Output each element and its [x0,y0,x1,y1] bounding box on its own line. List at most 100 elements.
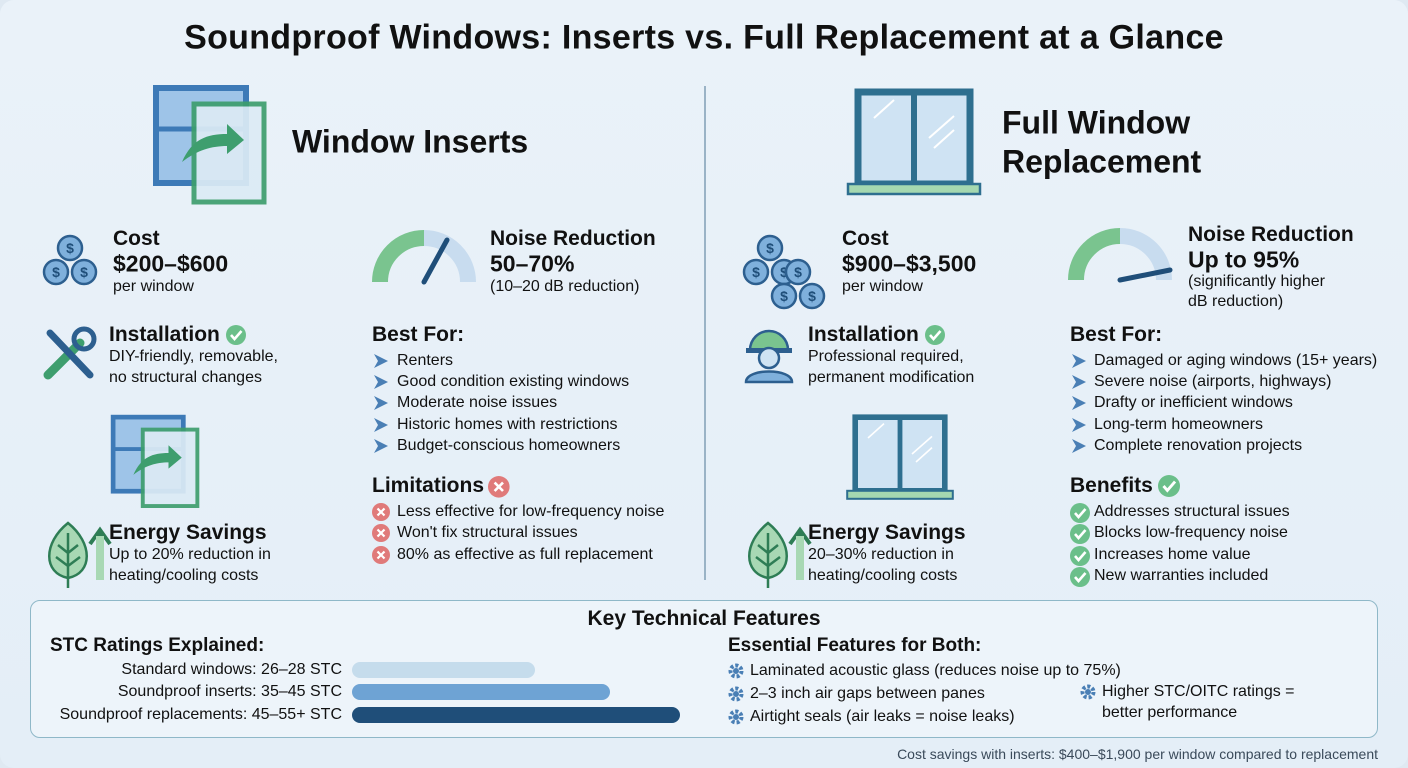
cost-value: $200–$600 [113,250,229,277]
check-icon [1156,473,1182,499]
noise-note: (significantly higher [1188,273,1325,290]
feature-item: better performance [1102,704,1238,721]
arrow-icon [1072,375,1086,389]
energy-text: Up to 20% reduction in [109,546,271,563]
x-icon [370,501,392,523]
features-title: Key Technical Features [587,607,821,630]
essential-label: Essential Features for Both: [728,635,982,656]
list-item: Damaged or aging windows (15+ years) [1094,352,1378,369]
arrow-icon [1072,396,1086,410]
noise-value: Up to 95% [1188,246,1300,273]
check-icon [1068,544,1092,568]
benefits-label: Benefits [1070,474,1153,497]
feature-item: Airtight seals (air leaks = noise leaks) [750,708,1015,725]
leaf-icon [747,521,812,590]
list-item: Increases home value [1094,546,1251,563]
arrow-icon [374,439,388,453]
noise-label: Noise Reduction [1188,223,1354,246]
check-icon [923,323,947,347]
stc-bar [352,684,610,700]
footnote: Cost savings with inserts: $400–$1,900 p… [897,746,1378,762]
list-item: Budget-conscious homeowners [397,437,621,454]
installation-label: Installation [109,323,220,346]
list-item: Historic homes with restrictions [397,416,618,433]
arrow-icon [1072,439,1086,453]
coins-icon [42,234,98,286]
cost-value: $900–$3,500 [842,250,977,277]
noise-note: (10–20 dB reduction) [490,278,640,295]
list-item: Blocks low-frequency noise [1094,524,1288,541]
check-icon [224,323,248,347]
noise-value: 50–70% [490,250,575,277]
installation-text: no structural changes [109,369,262,386]
leaf-icon [47,521,112,590]
list-item: Won't fix structural issues [397,524,578,541]
arrow-icon [1072,418,1086,432]
stc-item: Soundproof inserts: 35–45 STC [117,683,342,700]
list-item: Severe noise (airports, highways) [1094,373,1332,390]
gear-icon [728,709,744,725]
list-item: Moderate noise issues [397,394,558,411]
list-item: 80% as effective as full replacement [397,546,653,563]
stc-item: Soundproof replacements: 45–55+ STC [59,706,342,723]
gear-icon [728,686,744,702]
x-icon [370,522,392,544]
worker-icon [744,329,794,384]
divider [704,86,706,580]
heading: Full Window [1002,104,1191,141]
cost-label: Cost [842,227,889,250]
energy-text: heating/cooling costs [109,567,259,584]
installation-text: Professional required, [808,348,964,365]
arrow-icon [1072,354,1086,368]
gear-icon [1080,684,1096,700]
feature-item: Laminated acoustic glass (reduces noise … [750,662,1121,679]
gauge-icon [1068,228,1173,283]
insert-icon [110,414,202,506]
stc-bar [352,662,535,678]
energy-label: Energy Savings [808,521,966,544]
check-icon [1068,522,1092,546]
arrow-icon [374,354,388,368]
insert-icon [152,84,272,204]
gauge-icon [372,230,476,285]
x-icon [370,544,392,566]
arrow-icon [374,375,388,389]
heading: Window Inserts [292,123,529,160]
heading: Replacement [1002,143,1202,180]
energy-label: Energy Savings [109,521,267,544]
arrow-icon [374,418,388,432]
feature-item: Higher STC/OITC ratings = [1102,683,1295,700]
list-item: Addresses structural issues [1094,503,1290,520]
list-item: Less effective for low-frequency noise [397,503,665,520]
energy-text: 20–30% reduction in [808,546,954,563]
list-item: Drafty or inefficient windows [1094,394,1293,411]
stc-item: Standard windows: 26–28 STC [121,661,342,678]
installation-label: Installation [808,323,919,346]
cost-unit: per window [842,278,923,295]
installation-text: DIY-friendly, removable, [109,348,278,365]
x-icon [486,474,511,499]
title: Soundproof Windows: Inserts vs. Full Rep… [184,18,1224,57]
cost-label: Cost [113,227,160,250]
feature-item: 2–3 inch air gaps between panes [750,685,985,702]
noise-note: dB reduction) [1188,293,1284,310]
stc-label: STC Ratings Explained: [50,635,265,656]
energy-text: heating/cooling costs [808,567,958,584]
window-icon [852,414,948,504]
tools-icon [43,326,97,380]
noise-label: Noise Reduction [490,227,656,250]
stc-bar [352,707,680,723]
installation-text: permanent modification [808,369,975,386]
best-for-label: Best For: [372,323,465,346]
list-item: New warranties included [1094,567,1269,584]
coins-icon [742,234,826,310]
limitations-label: Limitations [372,474,485,497]
list-item: Long-term homeowners [1094,416,1263,433]
window-icon [854,88,978,198]
check-icon [1068,501,1092,525]
list-item: Complete renovation projects [1094,437,1303,454]
features-box [30,600,1378,738]
best-for-label: Best For: [1070,323,1163,346]
list-item: Good condition existing windows [397,373,630,390]
